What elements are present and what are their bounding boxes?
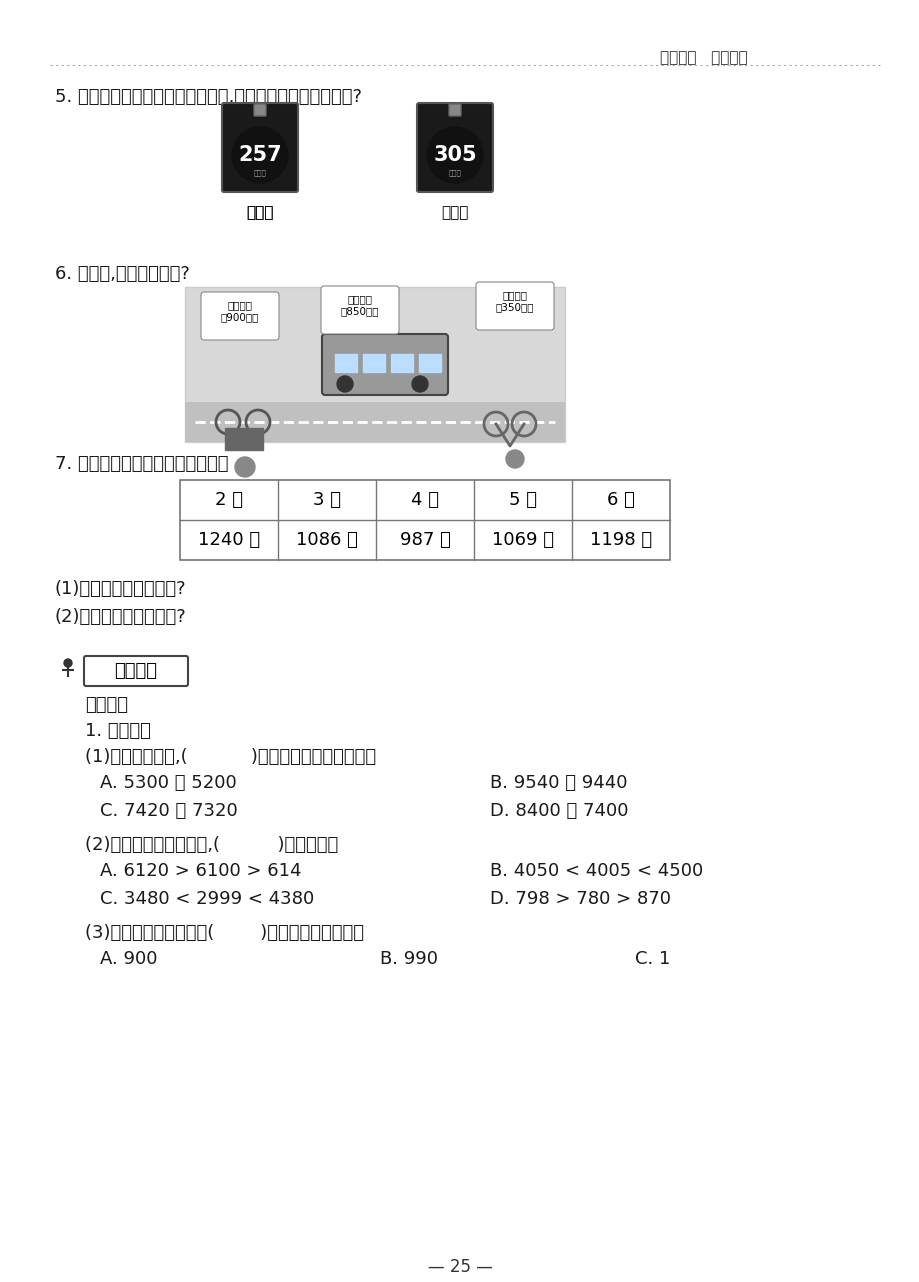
Text: C. 7420 与 7320: C. 7420 与 7320 [100,803,237,820]
Text: 305: 305 [433,145,476,165]
FancyBboxPatch shape [416,103,493,192]
Bar [363,354,384,372]
FancyBboxPatch shape [200,292,278,340]
FancyBboxPatch shape [254,104,266,115]
FancyBboxPatch shape [221,103,298,192]
Bar [418,354,440,372]
FancyBboxPatch shape [84,656,187,686]
FancyBboxPatch shape [321,286,399,335]
Circle shape [426,127,482,183]
Text: C. 3480 < 2999 < 4380: C. 3480 < 2999 < 4380 [100,890,314,908]
Text: 我每分钟
行900米。: 我每分钟 行900米。 [221,300,259,322]
Bar [185,403,564,442]
Bar [225,428,263,450]
Text: 6 月: 6 月 [607,491,634,509]
Text: 王丽家: 王丽家 [246,205,273,221]
Text: 2 月: 2 月 [215,491,243,509]
Text: B. 9540 与 9440: B. 9540 与 9440 [490,774,627,792]
Text: 5 月: 5 月 [508,491,537,509]
Text: 5. 下面是王丽家和小红家的用电量,请问谁家用电更节约一些?: 5. 下面是王丽家和小红家的用电量,请问谁家用电更节约一些? [55,88,361,106]
Text: 257: 257 [238,145,281,165]
Text: 1. 选择题。: 1. 选择题。 [85,722,151,740]
Text: 我每分钟
行850米。: 我每分钟 行850米。 [340,294,379,317]
Text: C. 1: C. 1 [634,950,670,968]
Text: 4 月: 4 月 [411,491,438,509]
Circle shape [52,654,84,686]
Text: A. 6120 > 6100 > 614: A. 6120 > 6100 > 614 [100,862,301,879]
Text: 1086 台: 1086 台 [296,531,357,549]
Circle shape [64,659,72,667]
Text: A. 5300 与 5200: A. 5300 与 5200 [100,774,236,792]
Text: (3)最大的三位数再加上(        )就是最小的四位数。: (3)最大的三位数再加上( )就是最小的四位数。 [85,924,364,942]
Text: — 25 —: — 25 — [427,1258,492,1276]
Text: 6. 比一比,谁的速度最快?: 6. 比一比,谁的速度最快? [55,265,189,283]
Text: B. 990: B. 990 [380,950,437,968]
FancyBboxPatch shape [475,282,553,329]
Text: 我每分钟
行350米。: 我每分钟 行350米。 [495,290,534,313]
Text: 小红家: 小红家 [441,205,468,221]
Circle shape [234,456,255,477]
Text: A. 900: A. 900 [100,950,157,968]
Circle shape [336,376,353,392]
Text: 用电量: 用电量 [254,169,267,177]
Circle shape [412,376,427,392]
FancyBboxPatch shape [448,104,460,115]
Text: (1)下面四组数中,(           )的关系与其余三组不同。: (1)下面四组数中,( )的关系与其余三组不同。 [85,747,376,767]
Text: 基础训练: 基础训练 [85,696,128,714]
Text: D. 798 > 780 > 870: D. 798 > 780 > 870 [490,890,670,908]
Text: 987 台: 987 台 [399,531,450,549]
Bar [391,354,413,372]
Text: 1069 台: 1069 台 [492,531,553,549]
Bar [180,479,669,560]
Text: (2)下列各组数的排列中,(          )是正确的。: (2)下列各组数的排列中,( )是正确的。 [85,836,338,854]
Text: 课后作业: 课后作业 [114,662,157,679]
Circle shape [232,127,288,183]
Text: 第二单元   游览北京: 第二单元 游览北京 [659,50,747,65]
Text: (1)哪个月的销售量最多?: (1)哪个月的销售量最多? [55,579,187,597]
Bar [335,354,357,372]
Text: 1240 台: 1240 台 [198,531,260,549]
Text: B. 4050 < 4005 < 4500: B. 4050 < 4005 < 4500 [490,862,702,879]
Text: 7. 新星电脑专卖店销售情况如下。: 7. 新星电脑专卖店销售情况如下。 [55,455,228,473]
Text: (2)你还能提出什么问题?: (2)你还能提出什么问题? [55,608,187,626]
Text: D. 8400 与 7400: D. 8400 与 7400 [490,803,628,820]
Circle shape [505,450,524,468]
Text: 王丽家: 王丽家 [246,205,273,221]
Bar [185,287,564,442]
FancyBboxPatch shape [322,335,448,395]
Text: 用电量: 用电量 [448,169,460,177]
Text: 3 月: 3 月 [312,491,341,509]
Text: 1198 台: 1198 台 [589,531,652,549]
